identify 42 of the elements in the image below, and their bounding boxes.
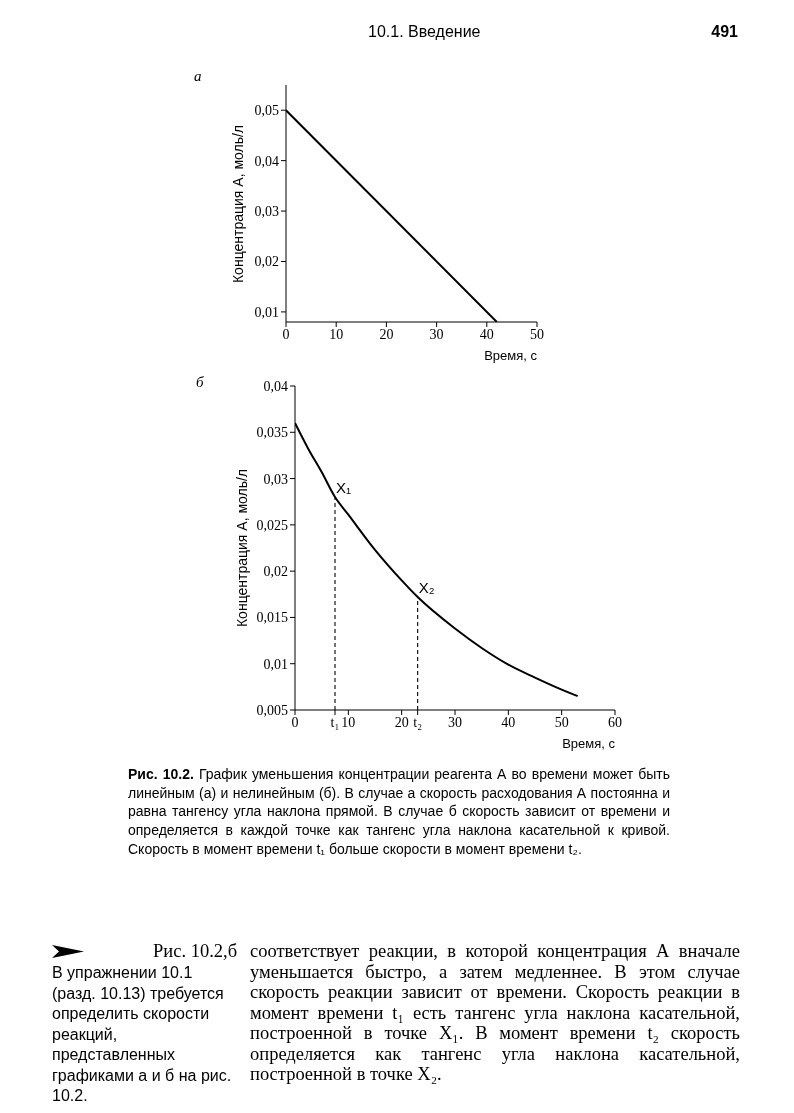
text: Рис. 10.2. — [128, 766, 194, 782]
text: 491 — [711, 23, 738, 40]
y-tick-label: 0,025 — [256, 517, 288, 533]
x-tick-label: 50 — [554, 714, 569, 730]
x-tick-label: 50 — [530, 326, 544, 342]
x-tick-label: t₁ — [330, 714, 340, 730]
y-tick-label: 0,03 — [263, 471, 288, 487]
y-tick-label: 0,04 — [263, 378, 288, 394]
chart-title: б — [196, 374, 204, 390]
x-tick-label: 0 — [282, 326, 290, 342]
x-tick-label: 20 — [394, 714, 409, 730]
text: Рис. 10.2,б — [153, 941, 238, 961]
x-tick-label: 0 — [291, 714, 299, 730]
y-axis-title: Концентрация А, моль/л — [230, 124, 246, 283]
y-tick-label: 0,04 — [254, 153, 279, 169]
x-tick-label: 40 — [501, 714, 516, 730]
y-tick-label: 0,05 — [254, 103, 279, 119]
x-tick-label: 20 — [379, 326, 394, 342]
text: В упражнении 10.1 (разд. 10.13) требуется определить скорости реакций, представленных графиками а и б на рис. 10.2. — [52, 964, 232, 1104]
annotation: X₁ — [336, 479, 352, 497]
chart-title: а — [194, 68, 202, 84]
y-tick-label: 0,01 — [254, 304, 279, 320]
y-tick-label: 0,035 — [256, 425, 288, 441]
y-tick-label: 0,01 — [263, 656, 288, 672]
text: соответствует реакции, в которой концентрация А вначале уменьшается быстро, а затем медленнее. В этом случае скорость реакции зависит от времени. Скорость реакции в момент времени t₁ есть тангенс угла наклона касательной, построенной в точке X₁. В момент времени t₂ скорость определяется как тангенс угла наклона касательной, построенной в точке X₂. — [250, 941, 740, 1084]
x-tick-label: 30 — [448, 714, 462, 730]
y-tick-label: 0,02 — [263, 564, 288, 580]
text: 10.1. Введение — [368, 23, 481, 40]
x-tick-label: t₂ — [413, 714, 423, 730]
y-tick-label: 0,005 — [256, 702, 288, 718]
x-tick-label: 10 — [329, 326, 344, 342]
x-axis-title: Время, с — [562, 736, 615, 751]
x-tick-label: 10 — [341, 714, 356, 730]
annotation: X₂ — [418, 579, 435, 597]
x-tick-label: 60 — [608, 714, 622, 730]
y-axis-title: Концентрация А, моль/л — [234, 468, 250, 628]
x-tick-label: 40 — [479, 326, 494, 342]
y-tick-label: 0,02 — [254, 254, 279, 270]
x-axis-title: Время, с — [484, 348, 537, 363]
y-tick-label: 0,03 — [254, 204, 279, 220]
x-tick-label: 30 — [429, 326, 444, 342]
y-tick-label: 0,015 — [256, 610, 288, 626]
